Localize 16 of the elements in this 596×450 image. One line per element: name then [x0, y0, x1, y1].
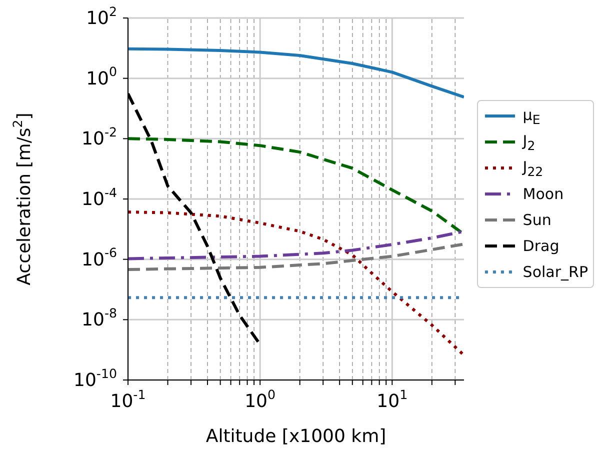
y-tick-label: 10$^{-6}$ [82, 245, 117, 270]
y-tick-label: 10$^{-2}$ [82, 124, 117, 150]
y-tick-label: 10$^{2}$ [86, 4, 117, 29]
x-tick-label: 10$^{1}$ [376, 386, 408, 412]
legend-label: Drag [522, 237, 560, 255]
x-tick-label: 10$^{0}$ [244, 386, 276, 412]
legend-label: Moon [522, 185, 564, 203]
x-axis-title: Altitude [x1000 km] [206, 426, 386, 447]
legend-label: J$_{2}$ [522, 132, 536, 152]
y-tick-label: 10$^{-4}$ [82, 184, 117, 210]
legend-label: μ$_{E}$ [522, 106, 540, 126]
y-tick-label: 10$^{0}$ [86, 64, 117, 90]
legend-label: J$_{22}$ [522, 158, 544, 178]
legend-label: Sun [522, 211, 552, 229]
y-tick-label: 10$^{-8}$ [82, 306, 117, 331]
legend-label: Solar_RP [522, 263, 588, 281]
